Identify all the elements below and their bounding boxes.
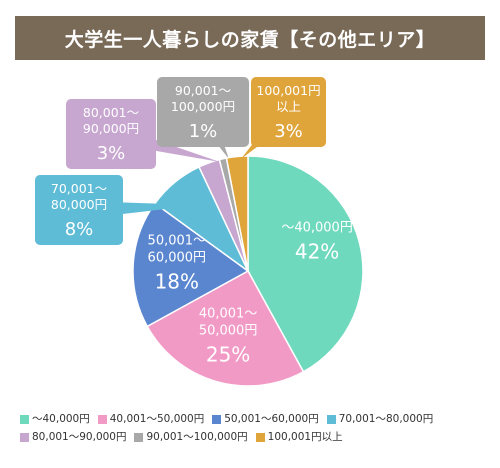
legend-item-40001-50000: 40,001～50,000円	[97, 410, 205, 428]
pie-slice-50001-60000	[132, 202, 250, 328]
legend-swatch	[20, 414, 29, 424]
callout-90001-100000: 90,001～100,000円 1%	[157, 77, 249, 159]
slice-category-label: 50,001～	[148, 234, 207, 249]
slice-value-label: 42%	[295, 239, 339, 263]
legend-swatch	[97, 414, 107, 424]
legend-label: 80,001～90,000円	[32, 431, 127, 443]
legend-item-90001-100000: 90,001～100,000円	[134, 428, 248, 446]
slice-label-40001-50000: 40,001～ 50,000円 25%	[199, 307, 258, 367]
slice-category-label: 40,001～	[199, 307, 258, 322]
legend-row: 80,001～90,000円 90,001～100,000円 100,001円以上	[20, 428, 490, 446]
callout-category-label: 80,001～	[83, 105, 139, 120]
callout-category-label: 100,000円	[171, 99, 235, 114]
legend-swatch	[326, 414, 336, 424]
legend-label: ～40,000円	[32, 413, 90, 425]
legend-swatch	[134, 432, 144, 442]
callout-category-label: 以上	[276, 99, 301, 114]
callout-category-label: 90,000円	[83, 121, 139, 136]
legend-item-70001-80000: 70,001～80,000円	[326, 410, 434, 428]
callout-value-label: 3%	[274, 121, 303, 142]
callout-value-label: 8%	[65, 219, 94, 240]
slice-category-label: 60,000円	[148, 251, 207, 266]
legend-label: 70,001～80,000円	[338, 413, 434, 425]
legend-label: 50,001～60,000円	[224, 413, 319, 425]
legend-item-100001-plus: 100,001円以上	[255, 428, 343, 446]
legend-swatch	[255, 432, 265, 442]
chart-title: 大学生一人暮らしの家賃【その他エリア】	[15, 16, 485, 60]
legend-swatch	[20, 432, 29, 442]
slice-value-label: 18%	[155, 270, 199, 294]
callout-category-label: 70,001～	[51, 181, 107, 196]
callout-box	[251, 77, 326, 147]
callout-box	[157, 77, 249, 147]
callout-category-label: 90,001～	[175, 83, 231, 98]
legend-item-50001-60000: 50,001～60,000円	[212, 410, 319, 428]
callout-value-label: 3%	[97, 143, 126, 164]
legend: ～40,000円 40,001～50,000円 50,001～60,000円 70,0…	[20, 410, 490, 446]
legend-label: 40,001～50,000円	[109, 413, 205, 425]
callout-value-label: 1%	[189, 121, 218, 142]
callout-70001-80000: 70,001～80,000円 8%	[35, 175, 200, 245]
legend-item-80001-90000: 80,001～90,000円	[20, 428, 126, 446]
chart-title-text: 大学生一人暮らしの家賃【その他エリア】	[64, 28, 436, 51]
callout-box	[66, 99, 156, 169]
legend-swatch	[212, 414, 222, 424]
pie-slice-40001-50000	[146, 269, 305, 387]
legend-row: ～40,000円 40,001～50,000円 50,001～60,000円 70,0…	[20, 410, 490, 428]
slice-label-50001-60000: 50,001～ 60,000円 18%	[148, 234, 207, 294]
callout-100001-plus: 100,001円以上 3%	[241, 77, 326, 159]
slice-label-upto-40000: ～40,000円 42%	[281, 220, 353, 263]
callout-category-label: 100,001円	[256, 83, 320, 98]
slice-value-label: 25%	[206, 343, 250, 367]
pie-slice-100001-plus	[225, 155, 249, 272]
callout-category-label: 80,000円	[51, 197, 107, 212]
legend-label: 100,001円以上	[267, 431, 343, 443]
slice-category-label: ～40,000円	[281, 220, 353, 235]
pie-slice-upto-40000	[247, 155, 364, 373]
slice-category-label: 50,000円	[199, 324, 258, 339]
legend-item-upto-40000: ～40,000円	[20, 410, 90, 428]
callout-box	[35, 175, 123, 245]
legend-label: 90,001～100,000円	[146, 431, 248, 443]
